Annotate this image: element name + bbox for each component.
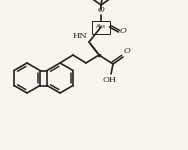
Text: O: O [124, 47, 131, 55]
FancyBboxPatch shape [92, 21, 110, 33]
Text: O: O [98, 6, 105, 14]
Text: Abs: Abs [96, 24, 106, 30]
Text: HN: HN [72, 32, 87, 40]
Text: OH: OH [103, 76, 117, 84]
Text: O: O [120, 27, 126, 35]
